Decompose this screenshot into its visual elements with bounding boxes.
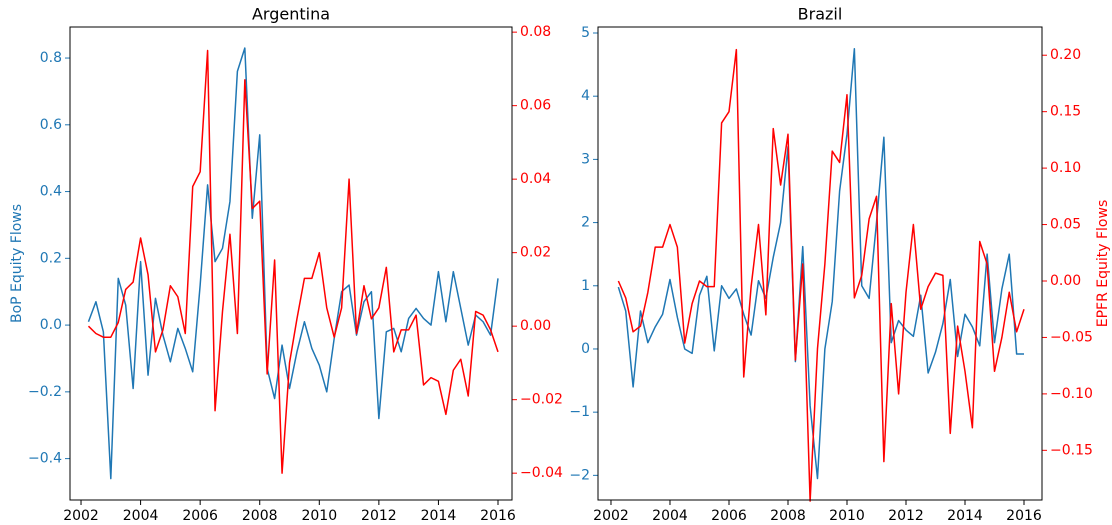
x-tick-label: 2002 — [63, 508, 99, 524]
y-tick-label: −0.2 — [28, 384, 62, 400]
y-tick-label: 0.6 — [40, 117, 62, 133]
y2-axis-label: EPFR Equity Flows — [1095, 200, 1111, 328]
y-tick-label: 0.8 — [40, 50, 62, 66]
y-tick-label: −1 — [569, 404, 590, 420]
y-tick-label: 0.06 — [520, 98, 551, 114]
x-tick-label: 2014 — [421, 508, 457, 524]
y-tick-label: −0.04 — [520, 465, 563, 481]
y-tick-label: 0.10 — [1050, 160, 1081, 176]
y-tick-label: −0.15 — [1050, 442, 1093, 458]
y-tick-label: 0 — [581, 341, 590, 357]
x-tick-label: 2012 — [888, 508, 924, 524]
y-tick-label: −0.10 — [1050, 386, 1093, 402]
y-tick-label: 2 — [581, 215, 590, 231]
data-line — [87, 47, 499, 480]
y-tick-label: 1 — [581, 278, 590, 294]
data-line — [617, 48, 1025, 502]
y-tick-label: 4 — [581, 88, 590, 104]
y-tick-label: 0.20 — [1050, 47, 1081, 63]
y-tick-label: 0.4 — [40, 184, 62, 200]
y-tick-label: 0.2 — [40, 250, 62, 266]
x-tick-label: 2008 — [242, 508, 278, 524]
y-tick-label: 0.02 — [520, 245, 551, 261]
x-tick-label: 2016 — [480, 508, 516, 524]
x-tick-label: 2008 — [770, 508, 806, 524]
chart-title: Argentina — [252, 5, 330, 24]
y-tick-label: 0.04 — [520, 171, 551, 187]
x-tick-label: 2004 — [123, 508, 159, 524]
y-tick-label: 3 — [581, 151, 590, 167]
y-tick-label: 5 — [581, 25, 590, 41]
y-tick-label: 0.15 — [1050, 104, 1081, 120]
y-tick-label: 0.00 — [1050, 273, 1081, 289]
data-line — [87, 49, 499, 474]
y-tick-label: −0.4 — [28, 451, 62, 467]
x-tick-label: 2006 — [711, 508, 747, 524]
x-tick-label: 2006 — [182, 508, 218, 524]
y-axis-label: BoP Equity Flows — [9, 204, 25, 323]
chart-title: Brazil — [798, 5, 843, 24]
y-tick-label: 0.08 — [520, 24, 551, 40]
plot-frame — [597, 26, 1043, 501]
y-tick-label: 0.05 — [1050, 217, 1081, 233]
x-tick-label: 2014 — [947, 508, 983, 524]
y-tick-label: −2 — [569, 467, 590, 483]
x-tick-label: 2016 — [1006, 508, 1042, 524]
y-tick-label: 0.00 — [520, 318, 551, 334]
x-tick-label: 2012 — [361, 508, 397, 524]
plot-frame — [69, 26, 513, 501]
y-tick-label: −0.02 — [520, 392, 563, 408]
x-tick-label: 2004 — [652, 508, 688, 524]
y-tick-label: −0.05 — [1050, 329, 1093, 345]
x-tick-label: 2010 — [829, 508, 865, 524]
x-tick-label: 2010 — [301, 508, 337, 524]
x-tick-label: 2002 — [593, 508, 629, 524]
y-tick-label: 0.0 — [40, 317, 62, 333]
